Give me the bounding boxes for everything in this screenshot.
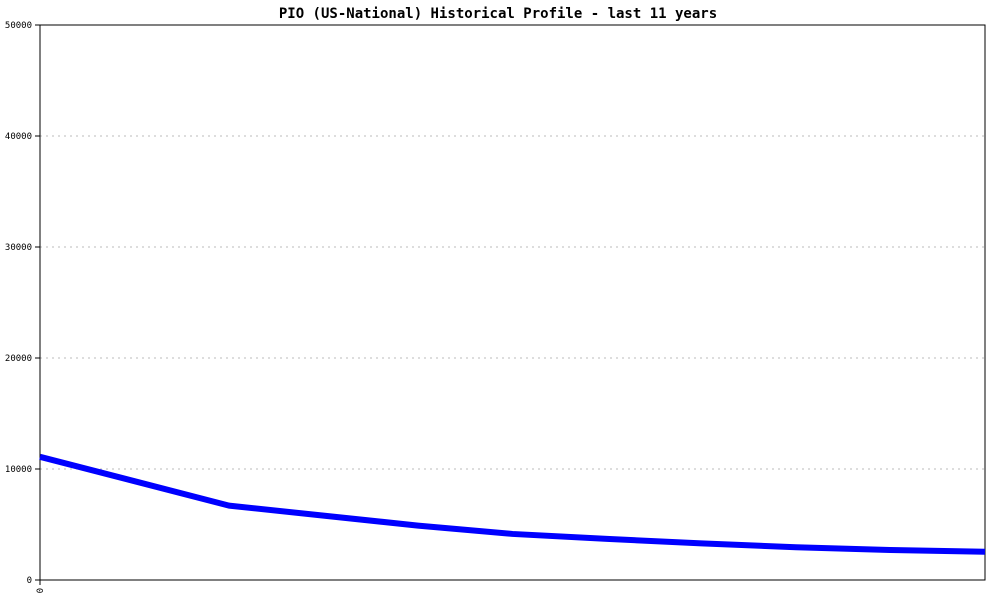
y-tick-label: 30000 [5,243,32,253]
chart-title: PIO (US-National) Historical Profile - l… [279,6,717,22]
y-tick-label: 20000 [5,354,32,364]
y-tick-label: 50000 [5,21,32,31]
series-line [39,453,986,555]
y-tick-label: 40000 [5,132,32,142]
x-tick-label: 0 [36,588,46,593]
y-tick-label: 0 [27,576,32,586]
plot-frame [39,24,986,581]
y-tick-label: 10000 [5,465,32,475]
